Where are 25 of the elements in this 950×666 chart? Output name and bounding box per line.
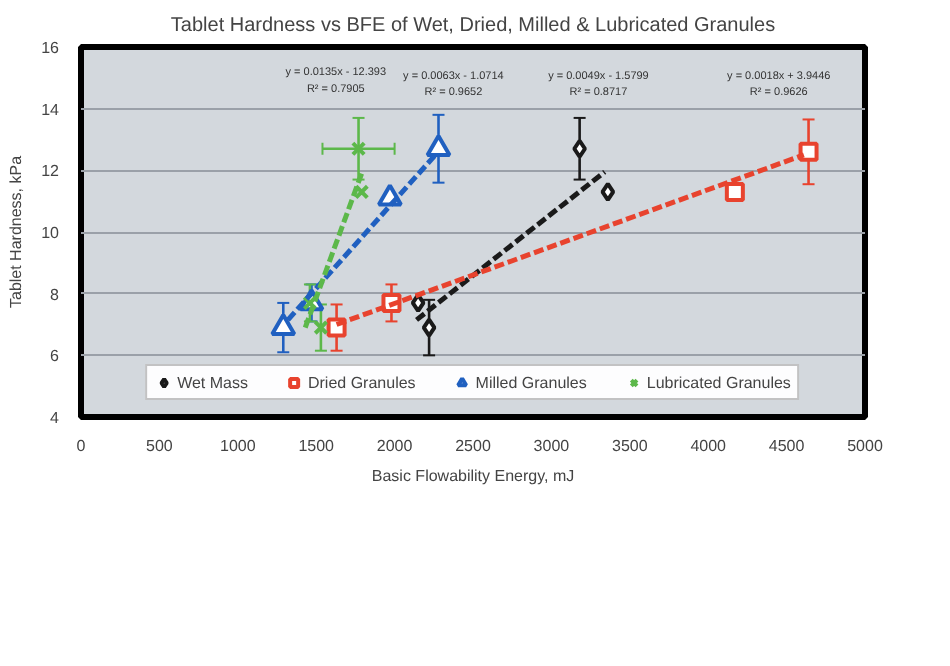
y-tick-label: 12	[41, 162, 61, 181]
y-tick-label: 10	[41, 224, 61, 242]
x-tick-label: 3000	[533, 437, 571, 455]
x-tick-label: 5000	[847, 437, 884, 455]
y-tick-label: 16	[41, 39, 61, 57]
y-tick-label: 4	[50, 409, 61, 427]
legend-label: Lubricated Granules	[646, 373, 791, 391]
y-axis-title: Tablet Hardness, kPa	[7, 154, 26, 309]
x-tick-label: 0	[76, 437, 87, 455]
legend-label: Wet Mass	[177, 373, 248, 391]
x-tick-label: 3500	[612, 437, 649, 455]
chart-title: Tablet Hardness vs BFE of Wet, Dried, Milled & Lubricated Granules	[170, 15, 776, 37]
x-tick-label: 2500	[455, 437, 492, 455]
x-tick-label: 2000	[376, 437, 414, 455]
x-tick-label: 4000	[690, 437, 728, 455]
y-tick-label: 6	[50, 347, 61, 366]
x-tick-label: 4500	[768, 437, 806, 455]
x-axis-title: Basic Flowability Energy, mJ	[371, 467, 575, 485]
legend-label: Milled Granules	[475, 373, 587, 391]
y-tick-label: 8	[50, 285, 61, 304]
x-tick-label: 1000	[220, 437, 257, 455]
legend-label: Dried Granules	[307, 373, 416, 391]
y-tick-label: 14	[41, 100, 61, 119]
x-tick-label: 500	[146, 437, 174, 455]
x-tick-label: 1500	[298, 437, 336, 455]
